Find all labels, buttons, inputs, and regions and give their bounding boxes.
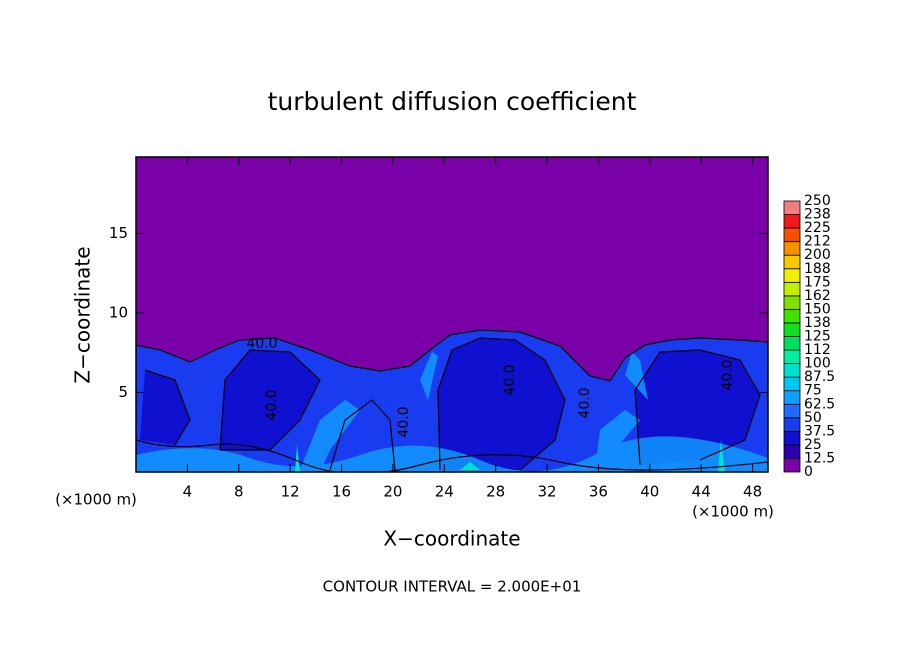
contour-label: 40.0 bbox=[396, 406, 412, 437]
contour-label: 40.0 bbox=[246, 336, 277, 352]
x-tick-label: 48 bbox=[743, 483, 762, 501]
x-tick-label: 24 bbox=[435, 483, 454, 501]
colorbar-label: 200 bbox=[804, 247, 831, 263]
colorbar-label: 238 bbox=[804, 207, 831, 223]
colorbar-label: 12.5 bbox=[804, 450, 835, 466]
y-tick-label: 5 bbox=[118, 383, 128, 401]
colorbar-box bbox=[783, 254, 801, 270]
colorbar-label: 87.5 bbox=[804, 369, 835, 385]
colorbar-label: 100 bbox=[804, 356, 831, 372]
x-tick-label: 32 bbox=[538, 483, 557, 501]
colorbar-box bbox=[783, 281, 801, 297]
colorbar-label: 138 bbox=[804, 315, 831, 331]
y-tick-label: 15 bbox=[109, 224, 128, 242]
x-tick-label: 40 bbox=[640, 483, 659, 501]
chart-title: turbulent diffusion coefficient bbox=[268, 87, 637, 116]
colorbar-box bbox=[783, 390, 801, 405]
x-tick-label: 12 bbox=[281, 483, 300, 501]
x-tick-label: 28 bbox=[486, 483, 505, 501]
colorbar-label: 50 bbox=[804, 410, 822, 426]
colorbar-box bbox=[783, 376, 801, 392]
footer-note: CONTOUR INTERVAL = 2.000E+01 bbox=[323, 578, 582, 596]
colorbar-box bbox=[783, 430, 801, 446]
contour-lines bbox=[136, 329, 768, 472]
colorbar-box bbox=[783, 403, 801, 419]
colorbar-box bbox=[783, 295, 801, 310]
contour-label: 40.0 bbox=[502, 364, 518, 395]
field-region bbox=[136, 352, 768, 472]
contour-label: 40.0 bbox=[577, 387, 593, 418]
colorbar-box bbox=[783, 214, 801, 229]
colorbar-label: 75 bbox=[804, 383, 822, 399]
y-tick-label: 10 bbox=[109, 303, 128, 321]
x-axis-label: X−coordinate bbox=[383, 527, 520, 551]
x-unit-label: (×1000 m) bbox=[55, 491, 137, 509]
colorbar-box bbox=[783, 268, 801, 283]
colorbar-label: 112 bbox=[804, 342, 831, 358]
field-region bbox=[140, 338, 760, 470]
colorbar-box bbox=[783, 444, 801, 459]
y-axis-label: Z−coordinate bbox=[71, 246, 95, 383]
colorbar-label: 175 bbox=[804, 274, 831, 290]
colorbar-box bbox=[783, 241, 801, 256]
x-tick-label: 4 bbox=[183, 483, 193, 501]
colorbar-label: 125 bbox=[804, 329, 831, 345]
colorbar-label: 25 bbox=[804, 437, 822, 453]
colorbar-label: 250 bbox=[804, 193, 831, 209]
colorbar-box bbox=[783, 458, 801, 473]
colorbar-box bbox=[783, 200, 801, 215]
colorbar-label: 162 bbox=[804, 288, 831, 304]
colorbar-box bbox=[783, 349, 801, 364]
colorbar-label: 37.5 bbox=[804, 423, 835, 439]
colorbar-box bbox=[783, 227, 801, 243]
contour-label: 40.0 bbox=[264, 389, 280, 420]
x-tick-label: 16 bbox=[332, 483, 351, 501]
colorbar-box bbox=[783, 322, 801, 337]
contour-label: 40.0 bbox=[720, 359, 736, 390]
colorbar-label: 0 bbox=[804, 464, 813, 480]
colorbar-box bbox=[783, 336, 801, 351]
field bbox=[136, 157, 768, 472]
x-tick-label: 20 bbox=[383, 483, 402, 501]
plot-frame bbox=[135, 156, 769, 473]
colorbar-label: 62.5 bbox=[804, 396, 835, 412]
x-unit-label: (×1000 m) bbox=[692, 503, 774, 521]
colorbar-label: 188 bbox=[804, 261, 831, 277]
x-tick-label: 44 bbox=[692, 483, 711, 501]
x-tick-label: 8 bbox=[234, 483, 244, 501]
colorbar-label: 150 bbox=[804, 301, 831, 317]
x-tick-label: 36 bbox=[589, 483, 608, 501]
colorbar-label: 212 bbox=[804, 234, 831, 250]
colorbar-box bbox=[783, 308, 801, 324]
colorbar-label: 225 bbox=[804, 220, 831, 236]
colorbar-box bbox=[783, 417, 801, 432]
colorbar-box bbox=[783, 363, 801, 378]
